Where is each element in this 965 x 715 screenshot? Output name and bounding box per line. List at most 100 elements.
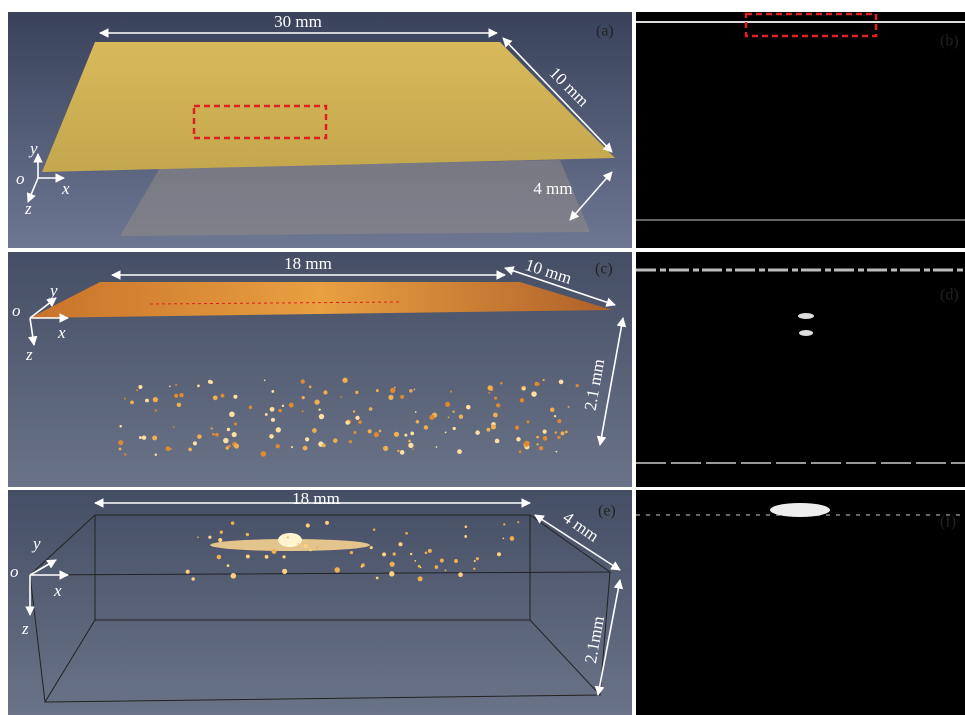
axis-label: y: [28, 139, 38, 158]
speckle: [361, 565, 363, 567]
speckle: [500, 382, 503, 385]
speckle: [323, 390, 327, 394]
speckle: [175, 384, 177, 386]
speckle: [305, 437, 309, 441]
speckle: [379, 430, 382, 433]
speckle: [322, 443, 326, 447]
speckle: [208, 380, 212, 384]
panel-bg: [8, 490, 632, 715]
speckle: [557, 419, 561, 423]
defect-spot: [770, 503, 830, 517]
speckle: [404, 434, 407, 437]
panel-e: 18 mm 4 mm 2.1mm y o x z (e): [8, 489, 632, 715]
speckle: [173, 426, 175, 428]
speckle: [454, 559, 458, 563]
speckle: [412, 448, 414, 450]
speckle: [309, 386, 312, 389]
speckle: [223, 438, 228, 443]
speckle: [445, 402, 450, 407]
speckle: [228, 445, 231, 448]
speckle: [153, 397, 158, 402]
defect-spot: [799, 330, 813, 336]
speckle: [435, 565, 439, 569]
axis-label: z: [21, 619, 29, 638]
speckle: [457, 449, 462, 454]
speckle: [155, 453, 157, 455]
speckle: [152, 436, 157, 441]
speckle: [349, 440, 352, 443]
speckle: [543, 436, 548, 441]
speckle: [516, 437, 521, 442]
axis-label: x: [57, 323, 66, 342]
speckle: [497, 552, 501, 556]
speckle: [302, 410, 304, 412]
speckle: [453, 427, 456, 430]
speckle: [415, 411, 417, 413]
speckle: [486, 428, 490, 432]
speckle: [488, 385, 493, 390]
defect-core: [278, 533, 302, 547]
speckle: [464, 535, 467, 538]
dimension-label: 30 mm: [274, 12, 322, 31]
speckle: [475, 430, 480, 435]
speckle: [233, 395, 237, 399]
axis-label: y: [48, 281, 58, 300]
speckle: [282, 569, 287, 574]
speckle: [355, 416, 359, 420]
speckle: [269, 434, 274, 439]
speckle: [393, 552, 396, 555]
speckle: [416, 420, 420, 424]
speckle: [450, 391, 452, 393]
axis-label: z: [24, 199, 32, 218]
speckle: [221, 394, 225, 398]
panel-bg: [636, 490, 965, 715]
panel-label: (c): [595, 261, 613, 278]
speckle: [448, 416, 450, 418]
speckle: [410, 553, 412, 555]
speckle: [191, 577, 195, 581]
speckle: [197, 385, 200, 388]
speckle: [543, 430, 547, 434]
speckle: [383, 446, 388, 451]
speckle: [124, 453, 126, 455]
speckle: [440, 558, 444, 562]
sample-shadow: [120, 160, 590, 236]
dimension-label: 18 mm: [292, 489, 340, 508]
speckle: [217, 555, 222, 560]
speckle: [524, 441, 530, 447]
speckle: [418, 576, 423, 581]
speckle: [392, 565, 394, 567]
speckle: [136, 389, 138, 391]
speckle: [369, 407, 373, 411]
speckle: [278, 409, 282, 413]
speckle: [197, 434, 202, 439]
speckle: [473, 568, 475, 570]
defect-spot: [798, 313, 814, 319]
speckle: [410, 431, 414, 435]
speckle: [496, 403, 500, 407]
panel-c: 18 mm 10 mm 2.1 mm y o x z (c): [8, 252, 632, 487]
speckle: [436, 446, 438, 448]
speckle: [345, 420, 349, 424]
speckle: [325, 521, 329, 525]
speckle: [425, 552, 428, 555]
speckle: [409, 389, 412, 392]
speckle: [234, 444, 239, 449]
speckle: [211, 427, 213, 429]
speckle: [452, 411, 454, 413]
speckle: [408, 440, 411, 443]
speckle: [510, 536, 515, 541]
speckle: [246, 533, 249, 536]
speckle: [413, 389, 415, 391]
speckle: [519, 450, 522, 453]
speckle: [388, 395, 393, 400]
speckle: [555, 431, 557, 433]
dimension-label: 4 mm: [533, 179, 572, 198]
speckle: [532, 392, 534, 394]
speckle: [174, 394, 178, 398]
speckle: [306, 523, 310, 527]
speckle: [333, 438, 338, 443]
speckle: [555, 451, 557, 453]
speckle: [515, 426, 519, 430]
speckle: [491, 425, 496, 430]
